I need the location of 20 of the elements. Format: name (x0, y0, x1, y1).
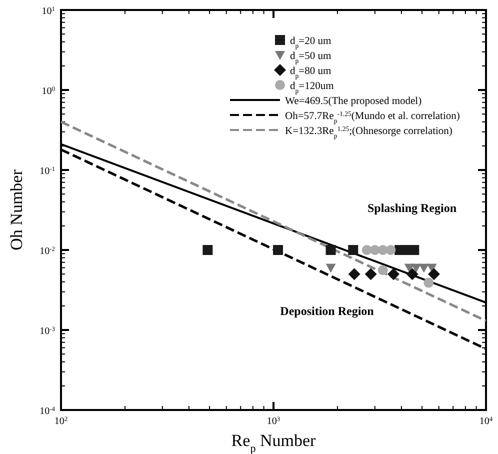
legend-label: d$_{p}$=50 um (290, 51, 332, 64)
x-tick-label: 10$^{3}$ (266, 416, 280, 427)
y-axis-title: Oh Number (7, 169, 26, 250)
annotation: Deposition Region (280, 304, 374, 318)
legend-label: d$_{p}$=20 um (290, 36, 332, 50)
x-tick-label: 10$^{4}$ (479, 416, 494, 427)
legend-label: We=469.5(The proposed model) (285, 96, 422, 107)
x-axis-title: Re$_{p}$ Number (231, 431, 316, 454)
y-tick-label: 10$^{-1}$ (40, 166, 55, 177)
x-tick-label: 10$^{2}$ (54, 416, 68, 427)
legend-label: Oh=57.7Re$_{p}$$^{-1.25}$(Mundo et al. correlation) (285, 110, 460, 124)
y-tick-label: 10$^{-4}$ (40, 406, 56, 417)
legend-label: K=132.3Re$_{p}$$^{1.25}$;(Ohnesorge correlation) (285, 126, 453, 140)
annotation: Splashing Region (367, 201, 457, 215)
y-tick-label: 10$^{1}$ (42, 6, 55, 17)
y-tick-label: 10$^{-3}$ (40, 326, 55, 337)
legend-label: d$_{p}$=80 um (290, 66, 332, 80)
y-tick-label: 10$^{-2}$ (40, 246, 55, 257)
legend-label: d$_{p}$=120um (290, 81, 334, 94)
y-tick-label: 10$^{0}$ (42, 86, 55, 97)
